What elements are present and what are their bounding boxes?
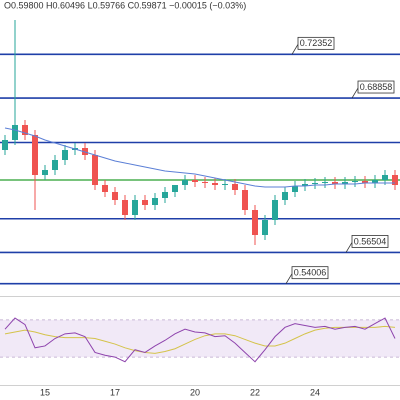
candle-body — [392, 175, 398, 185]
candle-body — [52, 160, 58, 170]
candle-body — [192, 180, 198, 182]
candle-body — [232, 184, 238, 190]
axis-divider — [0, 385, 400, 386]
candle-body — [132, 200, 138, 215]
candle-body — [272, 200, 278, 220]
level-connector — [285, 273, 293, 284]
candle-body — [92, 155, 98, 185]
candle-body — [282, 192, 288, 200]
candle-body — [102, 185, 108, 192]
candle-body — [252, 210, 258, 235]
level-connector — [345, 242, 353, 253]
candle-body — [222, 184, 228, 185]
candle-body — [332, 182, 338, 184]
candle-body — [382, 175, 388, 180]
x-tick-label: 22 — [250, 387, 260, 397]
candle-body — [292, 186, 298, 192]
ohlc-header: O0.59800 H0.60496 L0.59766 C0.59871 −0.0… — [4, 0, 246, 10]
x-tick-label: 24 — [310, 387, 320, 397]
x-tick-label: 20 — [190, 387, 200, 397]
level-label: 0.54006 — [294, 268, 327, 278]
candle-body — [362, 181, 368, 183]
rsi-band — [0, 319, 400, 358]
moving-average — [4, 127, 395, 188]
level-connector — [291, 44, 299, 55]
candle-body — [172, 185, 178, 192]
candle-body — [202, 182, 208, 183]
level-label: 0.68858 — [360, 82, 393, 92]
candle-body — [162, 192, 168, 198]
pane-divider — [0, 296, 400, 297]
candle-body — [62, 150, 68, 160]
candle-body — [142, 200, 148, 205]
candle-body — [302, 184, 308, 186]
candle-body — [32, 135, 38, 175]
level-label-box — [297, 36, 335, 50]
x-tick-label: 17 — [110, 387, 120, 397]
candle-body — [12, 125, 18, 140]
x-tick-label: 15 — [40, 387, 50, 397]
level-connector — [351, 87, 359, 99]
candle-body — [182, 180, 188, 185]
rsi-line — [4, 317, 396, 363]
candle-body — [2, 140, 8, 150]
level-label-box — [357, 80, 395, 94]
candle-body — [352, 181, 358, 182]
candle-body — [342, 182, 348, 184]
candle-body — [42, 170, 48, 175]
level-label: 0.56504 — [354, 236, 387, 246]
candle-body — [262, 220, 268, 235]
candle-body — [22, 125, 28, 135]
candle-body — [212, 183, 218, 185]
candle-body — [372, 180, 378, 183]
level-label-box — [291, 266, 329, 280]
candle-body — [312, 183, 318, 184]
candle-body — [152, 198, 158, 205]
candle-body — [112, 192, 118, 200]
candle-body — [122, 200, 128, 215]
candle-body — [242, 190, 248, 210]
candle-body — [322, 182, 328, 183]
level-label-box — [351, 235, 389, 248]
level-label: 0.72352 — [300, 38, 333, 48]
